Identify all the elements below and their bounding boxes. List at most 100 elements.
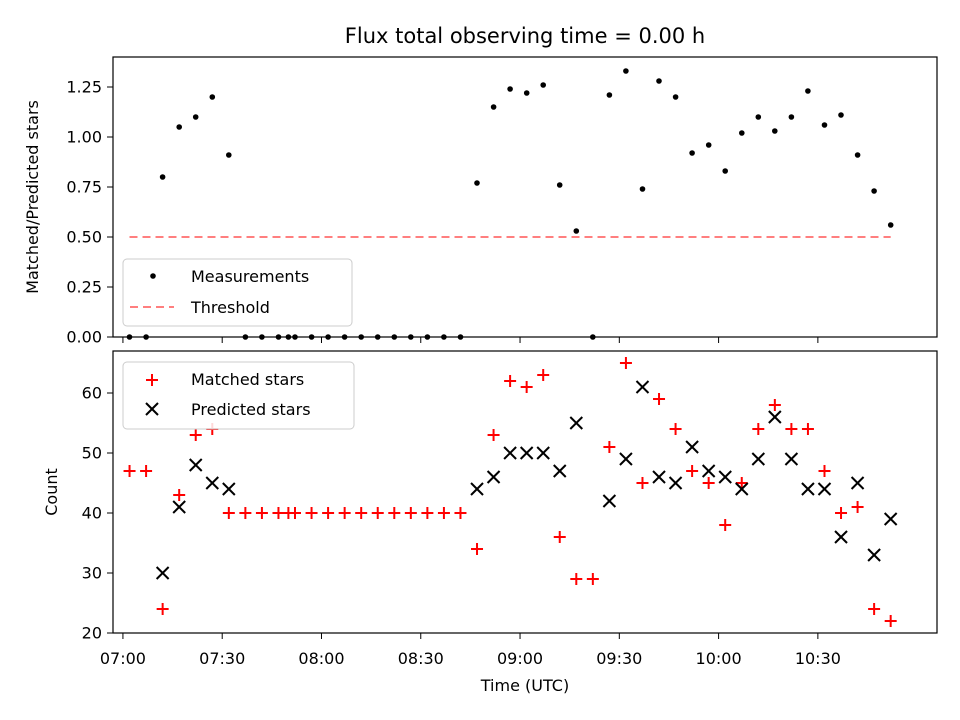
matched-stars-point: [322, 507, 335, 519]
y-tick-label: 50: [82, 444, 102, 463]
predicted-stars-point: [470, 482, 484, 496]
matched-stars-point: [702, 477, 715, 489]
predicted-stars-point: [602, 494, 617, 508]
predicted-stars-point: [222, 482, 236, 496]
matched-stars-point: [371, 507, 384, 519]
matched-stars-point: [454, 507, 467, 519]
predicted-stars-point: [553, 464, 567, 478]
measurement-point: [556, 182, 563, 188]
y-tick-label: 1.25: [66, 78, 102, 97]
y-tick-label: 0.50: [66, 228, 102, 247]
measurement-point: [871, 188, 877, 194]
measurement-point: [226, 152, 232, 158]
measurement-point: [821, 122, 828, 128]
matched-stars-point: [140, 465, 153, 477]
matched-stars-point: [835, 507, 848, 519]
bottom-panel: 20 30 40 50 60 07:00 07:30 08:00 08:30 09:00 09:3…: [42, 350, 938, 695]
measurement-point: [490, 104, 497, 110]
x-tick-label: 10:00: [696, 649, 742, 668]
bottom-legend-box: [122, 361, 355, 430]
measurement-point: [374, 334, 381, 340]
measurement-point: [474, 180, 480, 186]
y-tick-label: 0.75: [66, 178, 102, 197]
measurements-layer: [126, 68, 894, 340]
measurement-point: [441, 334, 447, 340]
x-axis-label: Time (UTC): [480, 676, 569, 695]
matched-stars-point: [222, 507, 235, 519]
matched-stars-point: [520, 381, 533, 393]
measurement-point: [523, 90, 530, 96]
matched-stars-point: [553, 531, 566, 543]
matched-stars-point: [123, 465, 136, 477]
measurement-point: [408, 334, 414, 340]
measurement-point: [705, 142, 712, 148]
measurement-point: [192, 114, 199, 120]
measurement-point: [126, 334, 133, 340]
matched-stars-point: [570, 573, 583, 585]
predicted-stars-point: [685, 440, 699, 454]
matched-stars-layer: [123, 357, 897, 627]
y-tick-label: 1.00: [66, 128, 102, 147]
measurement-point: [656, 78, 662, 84]
y-tick-label: 60: [82, 384, 102, 403]
predicted-stars-point: [536, 446, 550, 460]
matched-stars-point: [586, 573, 599, 585]
measurement-point: [689, 150, 695, 156]
predicted-stars-point: [735, 482, 749, 496]
measurement-point: [854, 152, 861, 158]
measurement-point: [788, 114, 795, 120]
measurement-point: [507, 86, 513, 92]
predicted-stars-point: [205, 476, 219, 490]
measurement-point: [424, 334, 431, 340]
y-tick-label: 0.25: [66, 278, 102, 297]
predicted-stars-point: [652, 470, 666, 484]
matched-stars-point: [421, 507, 434, 519]
predicted-stars-point: [850, 476, 865, 490]
measurement-point: [623, 68, 629, 74]
predicted-stars-point: [503, 446, 517, 460]
measurement-point: [457, 334, 464, 340]
matched-stars-point: [156, 603, 169, 615]
matched-stars-point: [801, 423, 814, 435]
bottom-y-axis: 20 30 40 50 60: [82, 384, 113, 643]
measurement-point: [358, 334, 365, 340]
matched-stars-point: [437, 507, 450, 519]
matched-stars-point: [735, 477, 748, 489]
predicted-stars-point: [189, 458, 203, 472]
measurement-point: [755, 114, 762, 120]
predicted-stars-point: [784, 452, 799, 466]
predicted-stars-point: [867, 548, 881, 562]
matched-stars-point: [636, 477, 649, 489]
predicted-stars-point: [569, 416, 584, 430]
top-panel: 0.00 0.25 0.50 0.75 1.00 1.25 Matched/Predict…: [23, 56, 938, 347]
matched-stars-point: [289, 507, 302, 519]
measurement-point: [159, 174, 166, 180]
matched-stars-point: [669, 423, 682, 435]
matched-stars-point: [686, 465, 699, 477]
y-tick-label: 20: [82, 624, 102, 643]
predicted-stars-point: [751, 452, 766, 466]
predicted-stars-point: [619, 452, 633, 466]
matched-stars-point: [239, 507, 252, 519]
matched-stars-point: [305, 507, 318, 519]
top-y-axis-label: Matched/Predicted stars: [23, 100, 42, 294]
matched-stars-point: [338, 507, 351, 519]
matched-stars-point: [603, 441, 616, 453]
top-x-ticks: [122, 337, 819, 343]
y-tick-label: 40: [82, 504, 102, 523]
matched-stars-point: [487, 429, 500, 441]
matched-stars-point: [619, 357, 632, 369]
matched-stars-point: [388, 507, 401, 519]
measurement-point: [209, 94, 216, 100]
measurement-point: [242, 334, 249, 340]
measurement-point: [838, 112, 844, 118]
predicted-stars-point: [486, 470, 501, 484]
measurement-point: [573, 228, 580, 234]
matched-stars-point: [189, 429, 202, 441]
measurement-point: [325, 334, 331, 340]
predicted-stars-point: [172, 500, 186, 514]
matched-stars-point: [768, 399, 781, 411]
top-y-axis: 0.00 0.25 0.50 0.75 1.00 1.25: [66, 78, 113, 347]
measurement-point: [275, 334, 282, 340]
